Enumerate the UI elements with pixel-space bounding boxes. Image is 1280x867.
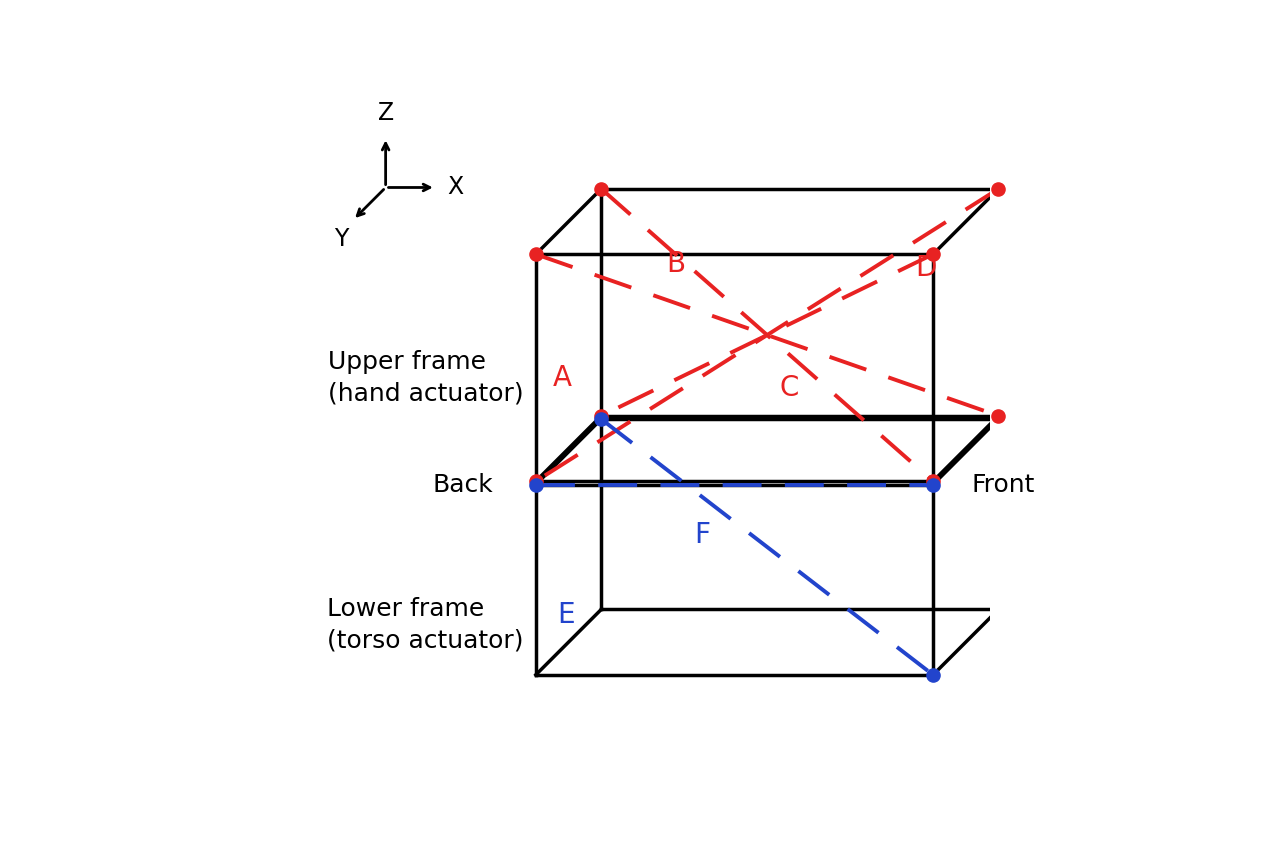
Point: [923, 474, 943, 488]
Point: [988, 409, 1009, 423]
Point: [591, 412, 612, 426]
Point: [923, 247, 943, 261]
Point: [591, 409, 612, 423]
Point: [923, 668, 943, 681]
Text: Back: Back: [433, 473, 493, 497]
Point: [988, 182, 1009, 196]
Text: D: D: [915, 254, 937, 282]
Text: C: C: [780, 374, 799, 401]
Text: Front: Front: [972, 473, 1034, 497]
Text: B: B: [667, 251, 686, 278]
Point: [591, 182, 612, 196]
Text: Upper frame
(hand actuator): Upper frame (hand actuator): [328, 350, 524, 406]
Point: [526, 474, 547, 488]
Point: [526, 247, 547, 261]
Point: [526, 478, 547, 492]
Text: Y: Y: [334, 226, 348, 251]
Text: F: F: [695, 521, 710, 549]
Text: X: X: [448, 175, 463, 199]
Text: Lower frame
(torso actuator): Lower frame (torso actuator): [328, 597, 524, 653]
Text: Z: Z: [378, 101, 394, 126]
Point: [923, 478, 943, 492]
Text: E: E: [557, 601, 575, 629]
Text: A: A: [553, 364, 572, 392]
